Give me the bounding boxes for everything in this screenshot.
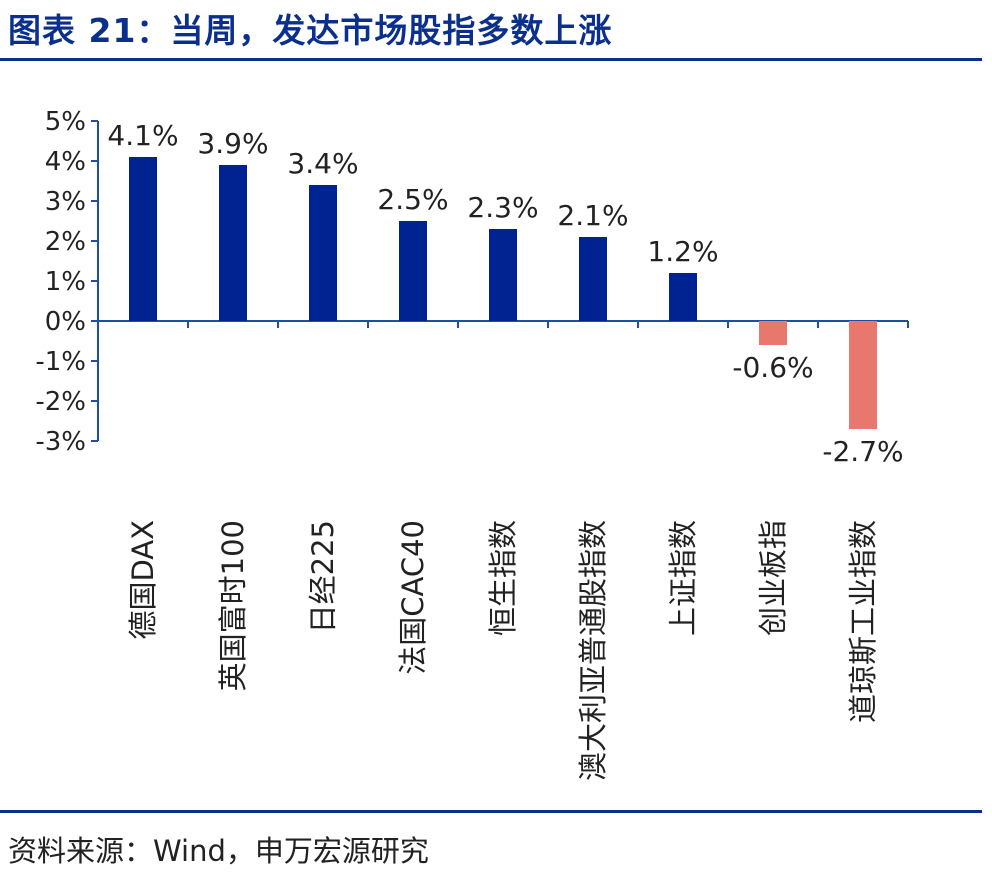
data-label: 4.1% [107,119,178,152]
y-tick-label: 1% [45,267,86,297]
category-label: 上证指数 [666,520,700,636]
data-label: 2.5% [377,183,448,216]
bar [579,237,607,321]
y-tick-label: 2% [45,227,86,257]
y-tick-label: 4% [45,147,86,177]
data-label: 1.2% [647,235,718,268]
category-label: 恒生指数 [486,520,520,636]
bar [399,221,427,321]
bar [849,321,877,429]
data-label: -2.7% [822,435,903,468]
footer-divider [0,810,982,813]
bar [309,185,337,321]
data-label: 2.1% [557,199,628,232]
category-label: 德国DAX [126,520,160,640]
category-label: 法国CAC40 [396,520,430,675]
bar [759,321,787,345]
y-tick-label: -1% [35,347,86,377]
y-tick-label: -3% [35,427,86,457]
data-label: -0.6% [732,351,813,384]
page-title: 图表 21：当周，发达市场股指多数上涨 [8,11,613,50]
category-label: 英国富时100 [216,520,250,691]
y-tick-label: 3% [45,187,86,217]
y-tick-label: -2% [35,387,86,417]
bar [669,273,697,321]
data-label: 3.4% [287,147,358,180]
bar [489,229,517,321]
y-tick-label: 0% [45,307,86,337]
data-label: 3.9% [197,127,268,160]
y-tick-label: 5% [45,107,86,137]
category-label: 日经225 [306,520,340,633]
category-label: 创业板指 [756,520,790,636]
category-label: 澳大利亚普通股指数 [576,520,610,781]
title-divider [0,58,982,61]
bar-chart: 5% 4% 3% 2% 1% 0% -1% -2% -3% 4.1% 德国DAX 3.9% 英国富时10… [35,107,909,781]
bar [129,157,157,321]
category-label: 道琼斯工业指数 [846,520,880,723]
source-note: 资料来源：Wind，申万宏源研究 [8,834,429,868]
bar [219,165,247,321]
data-label: 2.3% [467,191,538,224]
